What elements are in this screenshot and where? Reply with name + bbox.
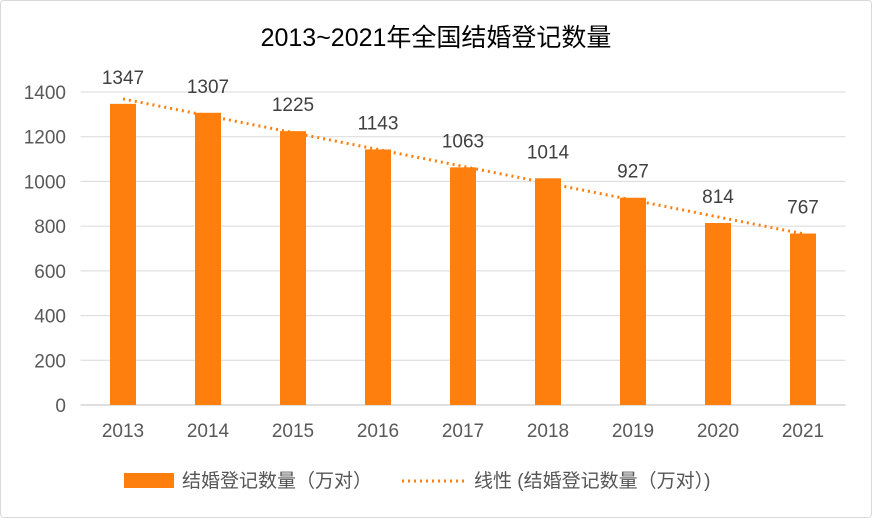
legend-swatch-bars bbox=[124, 473, 174, 488]
legend-label-bars: 结婚登记数量（万对） bbox=[182, 470, 372, 492]
data-label: 1307 bbox=[187, 77, 229, 98]
bar-2013 bbox=[110, 103, 136, 405]
x-tick-label: 2019 bbox=[612, 421, 654, 442]
y-tick-label: 1000 bbox=[24, 172, 66, 193]
bar-2021 bbox=[790, 233, 816, 405]
bar-2015 bbox=[280, 131, 306, 405]
x-tick-label: 2014 bbox=[187, 421, 230, 442]
data-label: 1143 bbox=[358, 113, 399, 134]
x-tick-label: 2021 bbox=[782, 421, 824, 442]
data-label: 1225 bbox=[272, 95, 314, 116]
y-tick-label: 1400 bbox=[24, 83, 66, 104]
x-tick-label: 2020 bbox=[697, 421, 739, 442]
data-label: 1014 bbox=[527, 142, 570, 163]
trendline bbox=[122, 97, 804, 236]
legend-label-trendline: 线性 (结婚登记数量（万对）) bbox=[474, 470, 710, 492]
bar-2020 bbox=[705, 223, 731, 405]
y-tick-label: 200 bbox=[34, 351, 66, 372]
y-tick-label: 600 bbox=[34, 262, 66, 283]
x-tick-label: 2013 bbox=[102, 421, 144, 442]
bar-2017 bbox=[450, 167, 476, 405]
x-tick-label: 2017 bbox=[442, 421, 484, 442]
bar-2016 bbox=[365, 149, 391, 405]
y-tick-label: 400 bbox=[34, 307, 66, 328]
data-label: 767 bbox=[787, 198, 819, 219]
y-tick-label: 0 bbox=[55, 396, 66, 417]
x-tick-label: 2018 bbox=[527, 421, 569, 442]
bar-2018 bbox=[535, 178, 561, 405]
data-label: 1347 bbox=[102, 68, 144, 89]
y-tick-label: 800 bbox=[34, 217, 66, 238]
data-label: 814 bbox=[702, 187, 734, 208]
x-tick-label: 2016 bbox=[357, 421, 399, 442]
legend: 结婚登记数量（万对） 线性 (结婚登记数量（万对）) bbox=[124, 470, 710, 492]
chart-title: 2013~2021年全国结婚登记数量 bbox=[261, 24, 612, 52]
data-label: 1063 bbox=[442, 131, 484, 152]
y-tick-label: 1200 bbox=[24, 128, 66, 149]
bar-2014 bbox=[195, 112, 221, 405]
data-label: 927 bbox=[617, 162, 649, 183]
bar-2019 bbox=[620, 197, 646, 405]
x-tick-label: 2015 bbox=[272, 421, 314, 442]
